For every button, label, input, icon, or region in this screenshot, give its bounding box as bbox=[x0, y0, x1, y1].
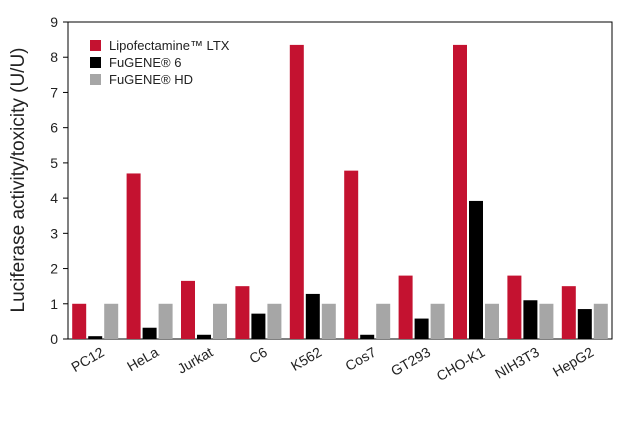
x-tick-label: Jurkat bbox=[174, 344, 215, 377]
y-tick-label: 4 bbox=[50, 190, 58, 206]
y-tick-label: 5 bbox=[50, 155, 58, 171]
y-tick-label: 2 bbox=[50, 261, 58, 277]
bar-gt293-s1 bbox=[398, 275, 413, 339]
bar-jurkat-s2 bbox=[197, 334, 211, 339]
y-tick-label: 9 bbox=[50, 14, 58, 30]
x-tick-label: CHO-K1 bbox=[434, 344, 488, 384]
x-tick-label: Cos7 bbox=[342, 344, 378, 374]
bar-hela-s2 bbox=[142, 327, 157, 339]
bar-nih3t3-s3 bbox=[539, 303, 554, 339]
bar-cos7-s2 bbox=[360, 334, 375, 339]
y-axis: 0 1 2 3 4 5 6 7 8 9 bbox=[50, 14, 68, 347]
bar-cos7-s3 bbox=[376, 303, 391, 339]
bar-pc12-s3 bbox=[104, 303, 119, 339]
x-tick-label: K562 bbox=[288, 344, 325, 374]
x-axis: PC12 HeLa Jurkat C6 K562 Cos7 GT293 CHO-K1 NIH3T… bbox=[68, 344, 596, 384]
legend-swatch bbox=[90, 57, 101, 68]
y-tick-label: 1 bbox=[50, 296, 58, 312]
bar-nih3t3-s2 bbox=[523, 300, 538, 339]
bar-c6-s1 bbox=[235, 286, 250, 339]
bar-k562-s3 bbox=[321, 303, 336, 339]
y-axis-label: Luciferase activity/toxicity (U/U) bbox=[8, 47, 29, 312]
bar-c6-s2 bbox=[251, 313, 266, 339]
y-tick-label: 7 bbox=[50, 84, 58, 100]
bar-c6-s3 bbox=[267, 303, 282, 339]
x-tick-label: HeLa bbox=[124, 344, 161, 375]
x-tick-label: PC12 bbox=[68, 344, 107, 375]
bar-gt293-s2 bbox=[414, 318, 429, 339]
bar-jurkat-s3 bbox=[213, 303, 227, 339]
x-tick-label: NIH3T3 bbox=[492, 344, 542, 382]
bar-jurkat-s1 bbox=[181, 280, 195, 339]
bar-cos7-s1 bbox=[344, 170, 359, 339]
bar-pc12-s2 bbox=[88, 336, 103, 339]
bar-cho-k1-s3 bbox=[485, 303, 499, 339]
bar-hela-s1 bbox=[126, 173, 141, 339]
bar-pc12-s1 bbox=[72, 303, 87, 339]
legend-swatch bbox=[90, 40, 101, 51]
y-tick-label: 8 bbox=[50, 49, 58, 65]
legend: Lipofectamine™ LTX FuGENE® 6 FuGENE® HD bbox=[90, 38, 230, 87]
bar-hepg2-s2 bbox=[577, 309, 592, 339]
bar-gt293-s3 bbox=[430, 303, 445, 339]
plot-frame bbox=[67, 21, 613, 340]
bar-hepg2-s1 bbox=[561, 286, 576, 339]
legend-label: FuGENE® 6 bbox=[109, 55, 181, 70]
x-tick-label: HepG2 bbox=[550, 344, 597, 380]
bar-nih3t3-s1 bbox=[507, 275, 522, 339]
bar-k562-s2 bbox=[305, 293, 320, 339]
y-tick-label: 3 bbox=[50, 225, 58, 241]
bar-cho-k1-s1 bbox=[453, 44, 467, 340]
bar-k562-s1 bbox=[289, 44, 304, 340]
x-tick-label: C6 bbox=[246, 344, 270, 367]
legend-label: Lipofectamine™ LTX bbox=[109, 38, 230, 53]
legend-swatch bbox=[90, 74, 101, 85]
bar-hepg2-s3 bbox=[593, 303, 608, 339]
bars-group bbox=[72, 44, 608, 340]
y-tick-label: 6 bbox=[50, 120, 58, 136]
legend-label: FuGENE® HD bbox=[109, 72, 193, 87]
bar-cho-k1-s2 bbox=[469, 200, 483, 339]
y-tick-label: 0 bbox=[50, 331, 58, 347]
bar-hela-s3 bbox=[158, 303, 173, 339]
x-tick-label: GT293 bbox=[388, 344, 433, 379]
